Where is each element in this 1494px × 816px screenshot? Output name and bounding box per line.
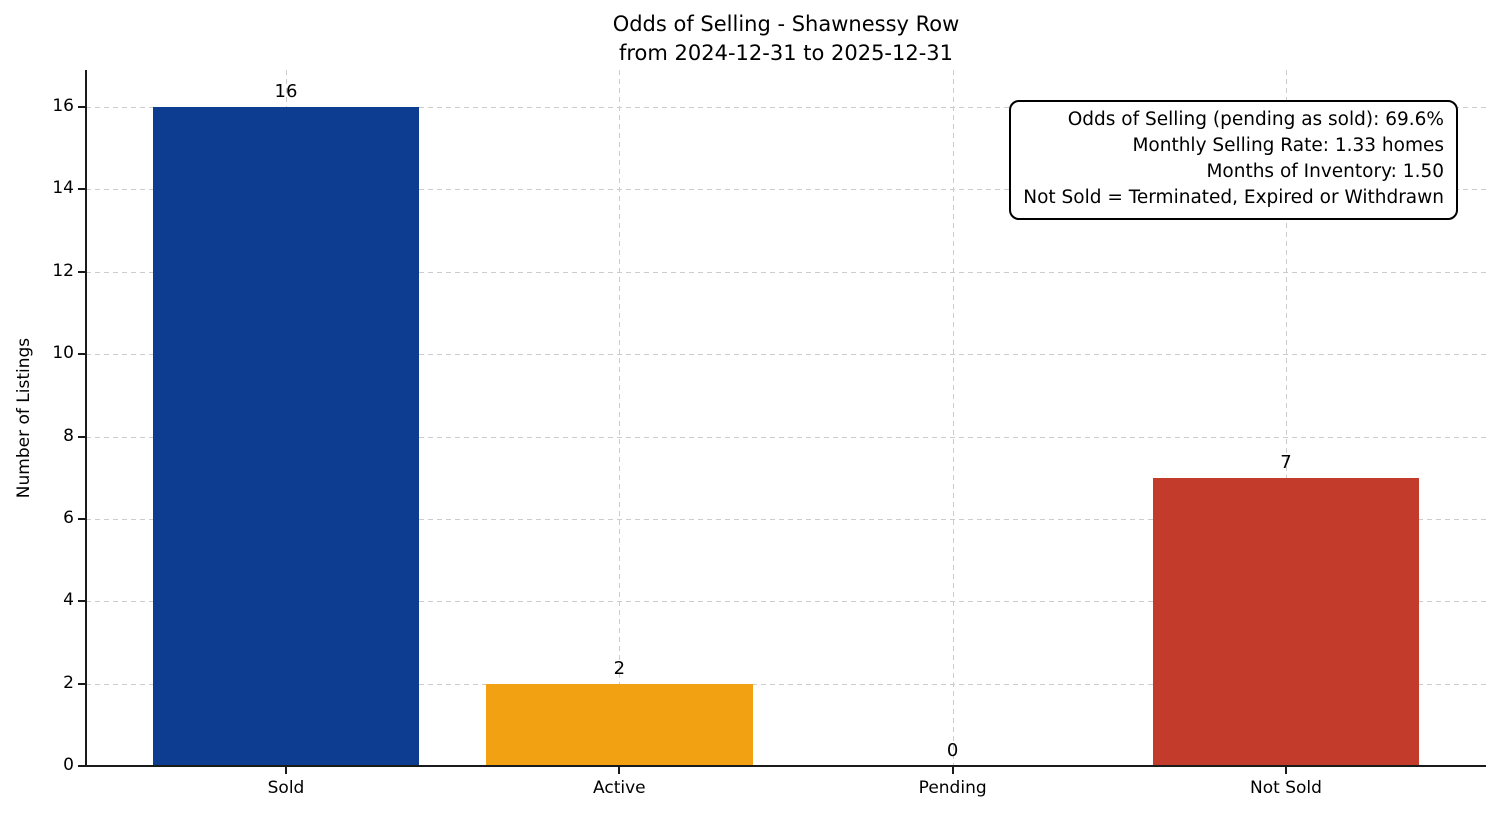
y-tick-label: 0	[63, 755, 74, 775]
h-gridline	[86, 189, 1486, 191]
x-tick-label-not-sold: Not Sold	[1250, 778, 1322, 798]
y-tick-label: 6	[63, 507, 74, 528]
v-gridline	[952, 70, 954, 766]
y-tick-mark	[78, 188, 86, 191]
y-tick-mark	[78, 682, 86, 685]
y-tick-mark	[78, 765, 86, 767]
v-gridline	[1286, 70, 1287, 766]
y-tick-mark	[78, 435, 86, 438]
y-tick-mark	[78, 270, 86, 273]
annotation-odds-of-selling: Odds of Selling (pending as sold): 69.6%	[1067, 109, 1444, 130]
y-tick-label: 16	[52, 96, 74, 117]
h-gridline	[86, 683, 1486, 685]
chart-title-block: Odds of Selling - Shawnessy Row from 202…	[86, 10, 1486, 68]
bar-value-label-pending: 0	[946, 740, 959, 761]
annotation-not-sold-definition: Not Sold = Terminated, Expired or Withdr…	[1023, 187, 1444, 208]
x-tick-label-active: Active	[593, 778, 646, 798]
h-gridline	[86, 271, 1486, 273]
bar-not-sold	[1152, 477, 1420, 766]
stats-annotation-box: Odds of Selling (pending as sold): 69.6%…	[1009, 100, 1458, 220]
x-tick-label-pending: Pending	[918, 778, 987, 798]
y-axis-spine	[85, 70, 87, 767]
y-axis-label: Number of Listings	[14, 337, 34, 499]
x-tick-label-sold: Sold	[267, 778, 305, 798]
chart-title: Odds of Selling - Shawnessy Row	[612, 12, 960, 36]
bar-value-label-not-sold: 7	[1280, 451, 1292, 473]
x-tick-mark	[285, 766, 287, 774]
annotation-months-of-inventory: Months of Inventory: 1.50	[1206, 161, 1444, 182]
y-tick-mark	[78, 517, 86, 520]
bar-value-label-active: 2	[613, 657, 626, 679]
y-tick-label: 4	[63, 590, 74, 611]
h-gridline	[86, 518, 1486, 520]
y-tick-label: 12	[52, 260, 74, 281]
h-gridline	[86, 601, 1486, 603]
x-tick-mark	[951, 766, 954, 774]
y-tick-label: 2	[63, 672, 74, 693]
x-tick-mark	[618, 766, 621, 774]
bar-sold	[152, 107, 420, 766]
y-tick-mark	[78, 353, 86, 356]
h-gridline	[86, 107, 1486, 109]
y-tick-mark	[78, 106, 86, 109]
y-tick-label: 8	[63, 425, 74, 446]
x-tick-mark	[1285, 766, 1287, 774]
y-tick-mark	[78, 600, 86, 603]
y-tick-label: 14	[52, 178, 74, 199]
chart-subtitle: from 2024-12-31 to 2025-12-31	[618, 41, 954, 65]
h-gridline	[86, 436, 1486, 438]
h-gridline	[86, 354, 1486, 356]
annotation-monthly-selling-rate: Monthly Selling Rate: 1.33 homes	[1132, 135, 1444, 156]
v-gridline	[619, 70, 621, 766]
bar-active	[486, 683, 753, 766]
x-axis-spine	[85, 765, 1486, 767]
y-tick-label: 10	[52, 343, 74, 364]
bar-value-label-sold: 16	[274, 81, 298, 103]
